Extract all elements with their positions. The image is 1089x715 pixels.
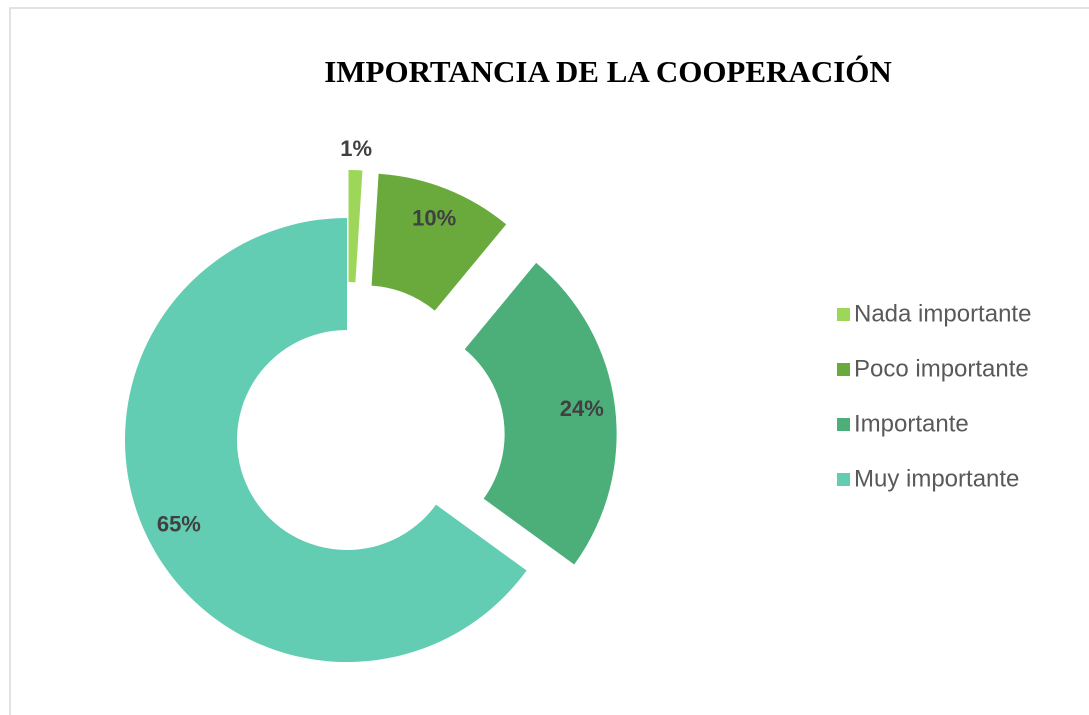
donut-slice bbox=[464, 262, 617, 565]
chart-frame bbox=[9, 7, 1089, 715]
legend-swatch bbox=[837, 363, 850, 376]
donut-slice bbox=[348, 170, 363, 283]
legend-label: Poco importante bbox=[854, 355, 1029, 382]
donut-slice bbox=[125, 218, 527, 662]
data-label: 24% bbox=[560, 396, 604, 421]
legend-label: Muy importante bbox=[854, 465, 1019, 492]
data-label: 10% bbox=[412, 206, 456, 231]
chart-title: IMPORTANCIA DE LA COOPERACIÓN bbox=[324, 54, 892, 89]
data-label: 1% bbox=[340, 136, 372, 161]
legend-label: Importante bbox=[854, 410, 969, 437]
donut-slice bbox=[371, 173, 507, 311]
legend-swatch bbox=[837, 473, 850, 486]
legend-swatch bbox=[837, 418, 850, 431]
legend-swatch bbox=[837, 308, 850, 321]
data-label: 65% bbox=[157, 511, 201, 536]
legend-label: Nada importante bbox=[854, 300, 1031, 327]
